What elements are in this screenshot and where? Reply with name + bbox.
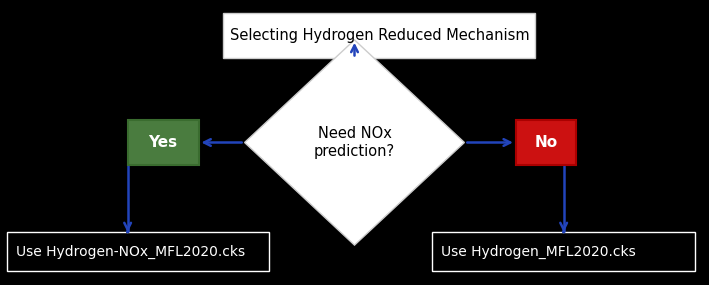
FancyBboxPatch shape xyxy=(7,232,269,271)
Text: No: No xyxy=(535,135,557,150)
Text: Selecting Hydrogen Reduced Mechanism: Selecting Hydrogen Reduced Mechanism xyxy=(230,28,529,43)
Text: Yes: Yes xyxy=(148,135,178,150)
FancyBboxPatch shape xyxy=(516,120,576,165)
Polygon shape xyxy=(245,40,464,245)
FancyBboxPatch shape xyxy=(432,232,695,271)
Text: Use Hydrogen_MFL2020.cks: Use Hydrogen_MFL2020.cks xyxy=(441,245,636,258)
FancyBboxPatch shape xyxy=(223,13,535,58)
Text: Need NOx
prediction?: Need NOx prediction? xyxy=(314,126,395,159)
FancyBboxPatch shape xyxy=(128,120,199,165)
Text: Use Hydrogen-NOx_MFL2020.cks: Use Hydrogen-NOx_MFL2020.cks xyxy=(16,245,245,258)
